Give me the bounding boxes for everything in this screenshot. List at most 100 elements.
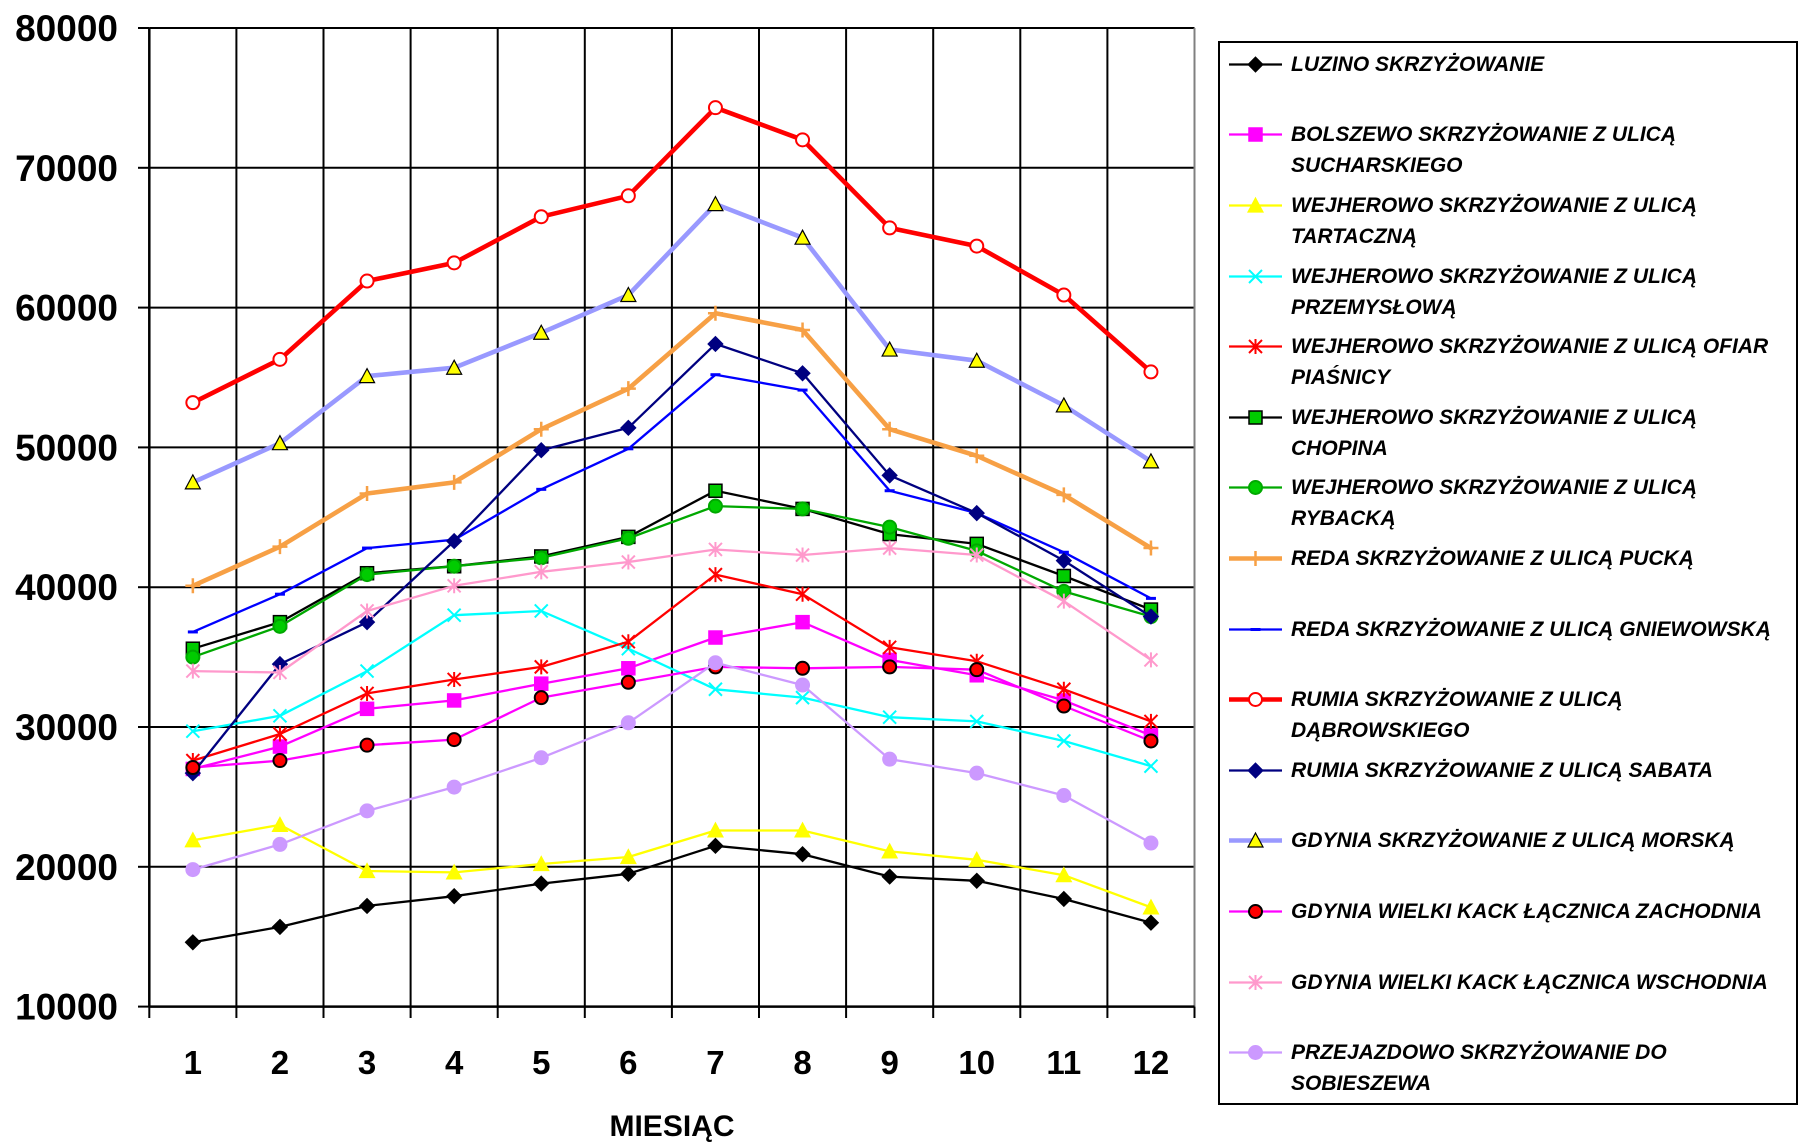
- y-tick-label: 50000: [15, 427, 118, 468]
- series-15: [185, 655, 1159, 878]
- axes: [138, 27, 1196, 1018]
- y-tick-labels: 10000 20000 30000 40000 50000 60000 70000 80000: [15, 8, 118, 1028]
- legend-item: PRZEJAZDOWO SKRZYŻOWANIE DO SOBIESZEWA: [1220, 1037, 1796, 1099]
- series-3-point: [794, 821, 812, 838]
- series-5-point: [1056, 681, 1072, 697]
- series-14-point: [969, 547, 984, 563]
- series-2-point: [534, 676, 549, 691]
- series-2-point: [795, 614, 810, 630]
- legend-item: RUMIA SKRZYŻOWANIE Z ULICĄ SABATA: [1220, 755, 1796, 817]
- legend-item: REDA SKRZYŻOWANIE Z ULICĄ GNIEWOWSKĄ: [1220, 614, 1796, 676]
- legend-item: WEJHEROWO SKRZYŻOWANIE Z ULICĄ TARTACZNĄ: [1220, 190, 1796, 252]
- series-8-point: [185, 578, 201, 594]
- x-axis-title: MIESIĄC: [609, 1110, 734, 1143]
- series-10-point: [359, 273, 375, 289]
- legend-label: RUMIA SKRZYŻOWANIE Z ULICĄ SABATA: [1291, 758, 1713, 782]
- legend-label: WEJHEROWO SKRZYŻOWANIE Z ULICĄ RYBACKĄ: [1291, 476, 1697, 531]
- series-12-point: [358, 367, 376, 384]
- series-13-line: [191, 665, 1153, 769]
- series-14-point: [621, 554, 636, 570]
- series-5-point: [272, 726, 288, 742]
- series-1-point: [707, 837, 724, 855]
- series-14-point: [795, 547, 810, 563]
- x-tick-label: 9: [880, 1044, 898, 1081]
- legend-item: BOLSZEWO SKRZYŻOWANIE Z ULICĄ SUCHARSKIE…: [1220, 119, 1796, 181]
- series-13: [185, 659, 1159, 776]
- series-10-point: [620, 188, 636, 204]
- series-14-point: [185, 663, 201, 679]
- legend-swatch-marker: [1246, 196, 1265, 213]
- legend-swatch: [1229, 56, 1282, 73]
- series-1-line: [191, 844, 1153, 944]
- series-14-point: [1056, 593, 1072, 609]
- series-15-point: [359, 803, 375, 819]
- series-9-point: [1145, 596, 1156, 600]
- series-13-point: [272, 753, 288, 769]
- series-9-point: [187, 630, 198, 634]
- series-8-point: [446, 474, 462, 490]
- series-2-line: [191, 621, 1153, 771]
- series-7-line: [191, 504, 1153, 659]
- series-12: [184, 195, 1160, 490]
- series-14-point: [359, 603, 375, 619]
- x-tick-labels: 1 2 3 4 5 6 7 8 9 10 11 12: [184, 1044, 1170, 1081]
- series-9-point: [536, 487, 547, 491]
- x-tick-label: 2: [271, 1044, 289, 1081]
- legend-label: PRZEJAZDOWO SKRZYŻOWANIE DO SOBIESZEWA: [1291, 1041, 1667, 1096]
- legend-swatch-marker: [1248, 410, 1263, 425]
- series-15-point: [795, 677, 811, 693]
- series-11-point: [620, 419, 637, 437]
- series-9-point: [623, 447, 634, 451]
- legend-swatch: [1229, 832, 1282, 848]
- series-13-point: [969, 662, 985, 678]
- series-10-point: [272, 351, 288, 367]
- series-3-point: [532, 855, 550, 872]
- series-14-line: [191, 546, 1153, 674]
- legend-swatch-marker: [1248, 127, 1263, 143]
- legend-item: WEJHEROWO SKRZYŻOWANIE Z ULICĄ CHOPINA: [1220, 402, 1796, 464]
- series-5-point: [882, 639, 897, 655]
- series-11-point: [358, 613, 376, 631]
- series-3-point: [445, 863, 463, 880]
- series-5-point: [359, 685, 375, 701]
- legend-swatch: [1229, 974, 1282, 990]
- series-7-point: [620, 530, 636, 546]
- x-tick-label: 1: [184, 1044, 202, 1081]
- series-1-point: [968, 872, 985, 889]
- series-13-point: [620, 674, 636, 690]
- series-10-point: [882, 220, 898, 236]
- legend-swatch-marker: [1248, 1045, 1263, 1061]
- series-10-point: [446, 255, 462, 271]
- legend-item: WEJHEROWO SKRZYŻOWANIE Z ULICĄ OFIAR PIA…: [1220, 331, 1796, 393]
- series-3-point: [358, 862, 376, 879]
- legend-label: WEJHEROWO SKRZYŻOWANIE Z ULICĄ TARTACZNĄ: [1291, 194, 1697, 248]
- series-7-point: [272, 618, 288, 634]
- series-5-point: [795, 586, 810, 602]
- series-12-point: [445, 358, 463, 375]
- series-3-point: [881, 842, 899, 859]
- series-8-point: [882, 421, 898, 437]
- series-2-point: [708, 630, 723, 645]
- legend-label: REDA SKRZYŻOWANIE Z ULICĄ PUCKĄ: [1291, 547, 1694, 570]
- y-tick-label: 60000: [15, 288, 118, 329]
- series-9-point: [884, 489, 895, 493]
- series-8-point: [1056, 487, 1072, 503]
- series-15-point: [533, 750, 549, 766]
- series-12-point: [184, 473, 202, 490]
- series-8-point: [272, 539, 288, 555]
- series-6-point: [708, 483, 723, 498]
- series-4-point: [795, 690, 810, 705]
- series-2-point: [359, 701, 375, 717]
- series-6-point: [1056, 568, 1072, 584]
- series-13-point: [1056, 698, 1072, 714]
- legend-swatch: [1229, 410, 1282, 425]
- series-layer: [184, 100, 1160, 951]
- y-tick-label: 20000: [15, 847, 118, 888]
- legend-swatch: [1229, 196, 1282, 213]
- series-11-point: [1055, 552, 1073, 569]
- series-3: [184, 816, 1160, 915]
- series-12-point: [706, 195, 724, 212]
- x-tick-label: 4: [445, 1044, 464, 1081]
- series-4: [185, 603, 1159, 774]
